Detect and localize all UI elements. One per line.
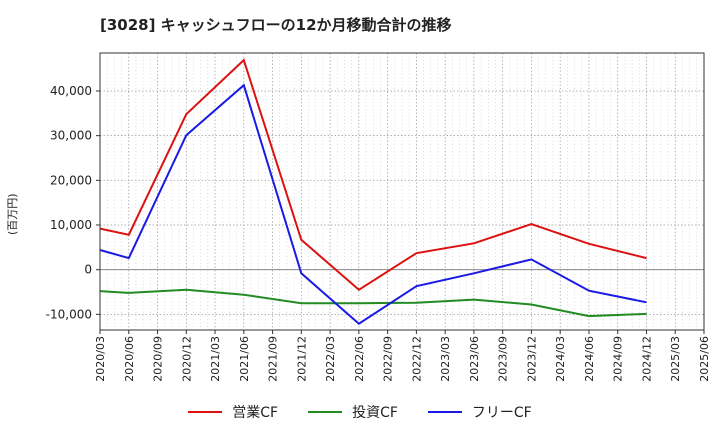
plot-frame xyxy=(99,52,705,331)
x-tick-label: 2022/12 xyxy=(410,336,423,382)
y-tick-label: 0 xyxy=(84,263,92,277)
legend-swatch-free-cf xyxy=(427,411,462,413)
legend-item-free-cf: フリーCF xyxy=(427,402,532,422)
x-tick-label: 2020/12 xyxy=(180,336,193,382)
series-line-0 xyxy=(99,58,647,292)
y-tick-label: 20,000 xyxy=(50,173,92,187)
y-tick-label: 40,000 xyxy=(50,84,92,98)
legend-label-investing-cf: 投資CF xyxy=(352,405,398,421)
y-tick-label: -10,000 xyxy=(46,307,92,321)
grid-lines xyxy=(99,53,705,330)
legend: 営業CF 投資CF フリーCF xyxy=(0,402,720,422)
x-tick-label: 2024/03 xyxy=(554,336,567,382)
x-tick-label: 2025/06 xyxy=(698,336,711,382)
x-tick-label: 2021/12 xyxy=(295,336,308,382)
x-tick-label: 2023/09 xyxy=(497,336,510,382)
legend-label-operating-cf: 営業CF xyxy=(232,405,279,421)
x-tick-label: 2022/03 xyxy=(324,336,337,382)
x-tick-label: 2023/03 xyxy=(439,336,452,382)
y-tick-label: 10,000 xyxy=(50,218,92,232)
series-line-1 xyxy=(99,288,647,318)
legend-swatch-operating-cf xyxy=(188,411,223,413)
x-tick-label: 2025/03 xyxy=(669,336,682,382)
legend-item-operating-cf: 営業CF xyxy=(188,402,278,422)
y-tick-label: 30,000 xyxy=(50,129,92,143)
x-tick-label: 2022/06 xyxy=(353,336,366,382)
chart-title: [3028] キャッシュフローの12か月移動合計の推移 xyxy=(100,16,452,34)
x-tick-label: 2023/12 xyxy=(525,336,538,382)
x-tick-label: 2024/09 xyxy=(612,336,625,382)
x-tick-label: 2022/09 xyxy=(382,336,395,382)
x-tick-label: 2024/06 xyxy=(583,336,596,382)
series-line-2 xyxy=(99,83,647,325)
series-layer xyxy=(99,58,647,325)
x-tick-labels: 2020/03 2020/06 2020/09 2020/12 2021/03 2021/… xyxy=(94,330,711,382)
legend-swatch-investing-cf xyxy=(308,411,343,413)
x-tick-label: 2021/09 xyxy=(267,336,280,382)
x-tick-label: 2021/03 xyxy=(209,336,222,382)
legend-label-free-cf: フリーCF xyxy=(471,405,532,421)
legend-item-investing-cf: 投資CF xyxy=(308,402,398,422)
x-tick-label: 2024/12 xyxy=(640,336,653,382)
y-tick-labels: -10,000 0 10,000 20,000 30,000 40,000 xyxy=(46,84,100,321)
x-tick-label: 2020/09 xyxy=(152,336,165,382)
x-tick-label: 2023/06 xyxy=(468,336,481,382)
x-tick-label: 2020/06 xyxy=(123,336,136,382)
x-tick-label: 2021/06 xyxy=(238,336,251,382)
x-tick-label: 2020/03 xyxy=(94,336,107,382)
